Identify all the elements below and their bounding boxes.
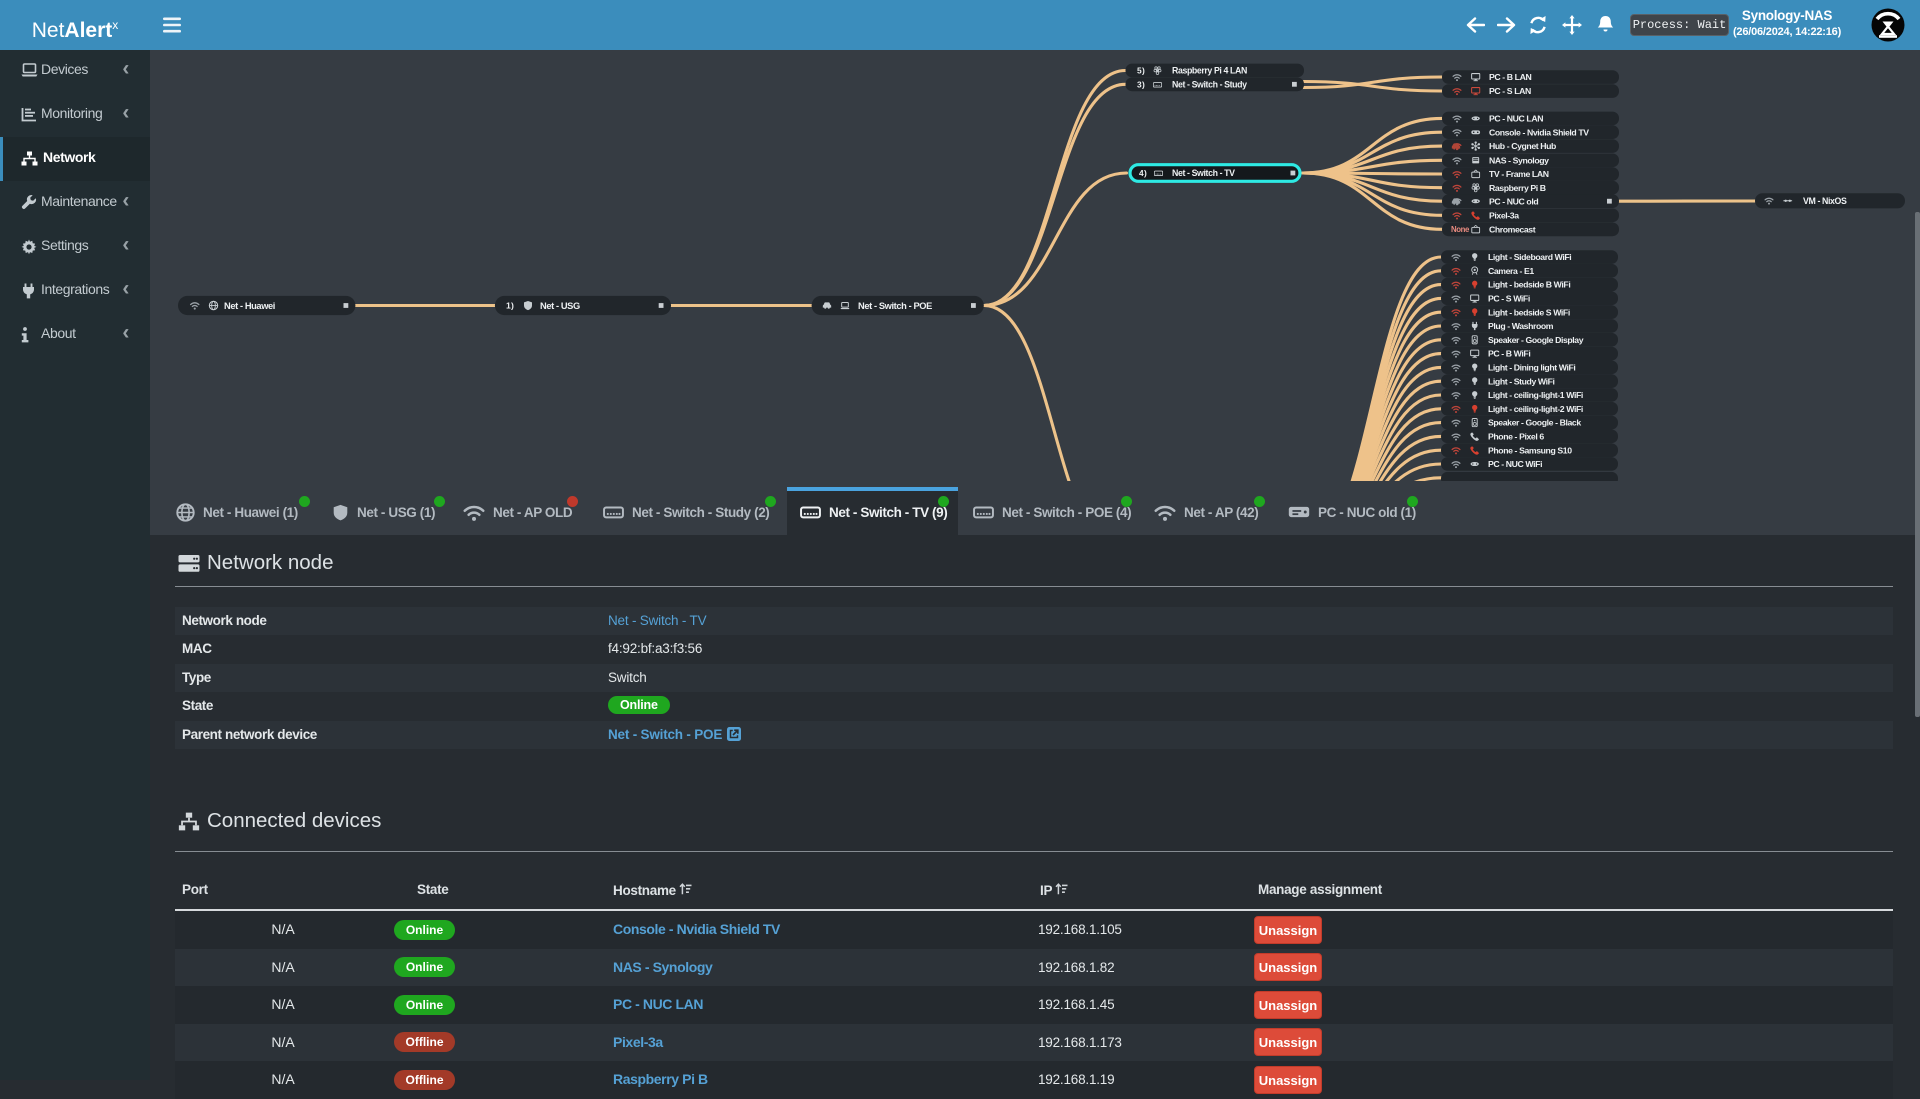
svg-text:Light - ceiling-light-2 WiFi: Light - ceiling-light-2 WiFi	[1488, 404, 1583, 414]
svg-text:PC - B LAN: PC - B LAN	[1489, 72, 1531, 82]
svg-text:Hub - Cygnet Hub: Hub - Cygnet Hub	[1489, 141, 1556, 151]
svg-text:3: 3	[1137, 79, 1142, 89]
svg-text:): )	[1144, 168, 1147, 178]
svg-text:PC - B WiFi: PC - B WiFi	[1488, 349, 1530, 359]
svg-text:1: 1	[506, 301, 511, 311]
svg-text:4: 4	[1139, 168, 1144, 178]
svg-text:NAS - Synology: NAS - Synology	[1489, 155, 1549, 165]
svg-text:Net - Switch - POE: Net - Switch - POE	[858, 301, 932, 311]
svg-text:PC - NUC LAN: PC - NUC LAN	[1489, 114, 1543, 124]
svg-text:Speaker - Google - Black: Speaker - Google - Black	[1488, 418, 1581, 428]
svg-text:PC - S WiFi: PC - S WiFi	[1488, 294, 1530, 304]
svg-text:Net - Switch - TV: Net - Switch - TV	[1172, 168, 1235, 178]
svg-text:Pixel-3a: Pixel-3a	[1489, 210, 1519, 220]
svg-text:Light - Sideboard WiFi: Light - Sideboard WiFi	[1488, 252, 1571, 262]
svg-text:None: None	[1451, 225, 1470, 234]
svg-text:PC - NUC old: PC - NUC old	[1489, 196, 1538, 206]
svg-text:Raspberry Pi 4 LAN: Raspberry Pi 4 LAN	[1172, 66, 1247, 76]
svg-text:): )	[511, 301, 514, 311]
svg-text:PC - S LAN: PC - S LAN	[1489, 86, 1531, 96]
svg-text:TV - Frame LAN: TV - Frame LAN	[1489, 169, 1549, 179]
svg-text:VM - NixOS: VM - NixOS	[1803, 196, 1847, 206]
svg-text:Raspberry Pi B: Raspberry Pi B	[1489, 183, 1546, 193]
svg-text:Light - Study WiFi: Light - Study WiFi	[1488, 376, 1555, 386]
svg-text:5: 5	[1137, 66, 1142, 76]
svg-text:Light - ceiling-light-1 WiFi: Light - ceiling-light-1 WiFi	[1488, 390, 1583, 400]
svg-text:Console - Nvidia Shield TV: Console - Nvidia Shield TV	[1489, 127, 1589, 137]
svg-text:Light - bedside S WiFi: Light - bedside S WiFi	[1488, 307, 1570, 317]
svg-text:PC - NUC WiFi: PC - NUC WiFi	[1488, 459, 1542, 469]
svg-text:Plug - Washroom: Plug - Washroom	[1488, 321, 1554, 331]
svg-text:Speaker - Google Display: Speaker - Google Display	[1488, 335, 1584, 345]
svg-text:Net - USG: Net - USG	[540, 301, 580, 311]
svg-text:Light - Dining light WiFi: Light - Dining light WiFi	[1488, 363, 1575, 373]
svg-text:Light - bedside B WiFi: Light - bedside B WiFi	[1488, 280, 1570, 290]
svg-text:Net - Switch - Study: Net - Switch - Study	[1172, 80, 1247, 90]
svg-text:Phone - Samsung S10: Phone - Samsung S10	[1488, 445, 1572, 455]
svg-text:Camera - E1: Camera - E1	[1488, 266, 1534, 276]
svg-text:Chromecast: Chromecast	[1489, 224, 1536, 234]
svg-text:Net - Huawei: Net - Huawei	[224, 301, 275, 311]
svg-text:Phone - Pixel 6: Phone - Pixel 6	[1488, 432, 1544, 442]
svg-text:): )	[1142, 79, 1145, 89]
svg-text:): )	[1142, 66, 1145, 76]
